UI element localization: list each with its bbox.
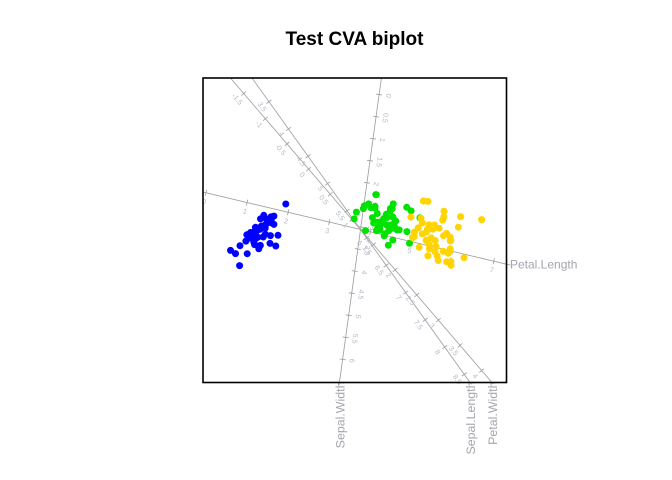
svg-text:3.5: 3.5	[362, 245, 372, 256]
svg-text:4: 4	[471, 372, 480, 381]
svg-text:1.5: 1.5	[374, 157, 384, 168]
svg-text:3: 3	[366, 226, 375, 231]
svg-text:0: 0	[384, 93, 393, 98]
svg-text:4: 4	[277, 130, 287, 138]
svg-text:4.5: 4.5	[356, 289, 366, 300]
svg-text:3: 3	[324, 226, 330, 236]
svg-text:Sepal.Width: Sepal.Width	[333, 381, 347, 448]
svg-text:7: 7	[489, 265, 495, 275]
svg-text:2: 2	[384, 271, 393, 280]
svg-text:6: 6	[355, 239, 365, 247]
svg-text:1: 1	[242, 206, 248, 216]
svg-text:0: 0	[298, 170, 307, 179]
svg-text:7: 7	[394, 293, 404, 301]
svg-text:2: 2	[372, 181, 381, 186]
svg-text:1: 1	[341, 220, 350, 229]
svg-text:5: 5	[316, 184, 326, 192]
svg-text:Petal.Width: Petal.Width	[486, 381, 500, 444]
svg-text:Petal.Length: Petal.Length	[510, 257, 577, 271]
svg-text:-1: -1	[254, 119, 265, 130]
svg-text:0: 0	[201, 197, 207, 207]
svg-text:Sepal.Length: Sepal.Length	[464, 381, 478, 454]
svg-text:5: 5	[353, 314, 362, 319]
svg-text:3: 3	[427, 321, 436, 330]
svg-text:6: 6	[347, 358, 356, 363]
svg-text:5: 5	[407, 245, 413, 255]
svg-text:1: 1	[378, 137, 387, 142]
svg-text:4: 4	[360, 270, 369, 275]
svg-text:5.5: 5.5	[350, 333, 360, 344]
svg-text:0.5: 0.5	[380, 112, 390, 123]
svg-text:4: 4	[365, 236, 371, 246]
svg-text:8: 8	[433, 348, 443, 356]
svg-text:2: 2	[283, 216, 289, 226]
svg-text:Test CVA biplot: Test CVA biplot	[286, 29, 425, 50]
